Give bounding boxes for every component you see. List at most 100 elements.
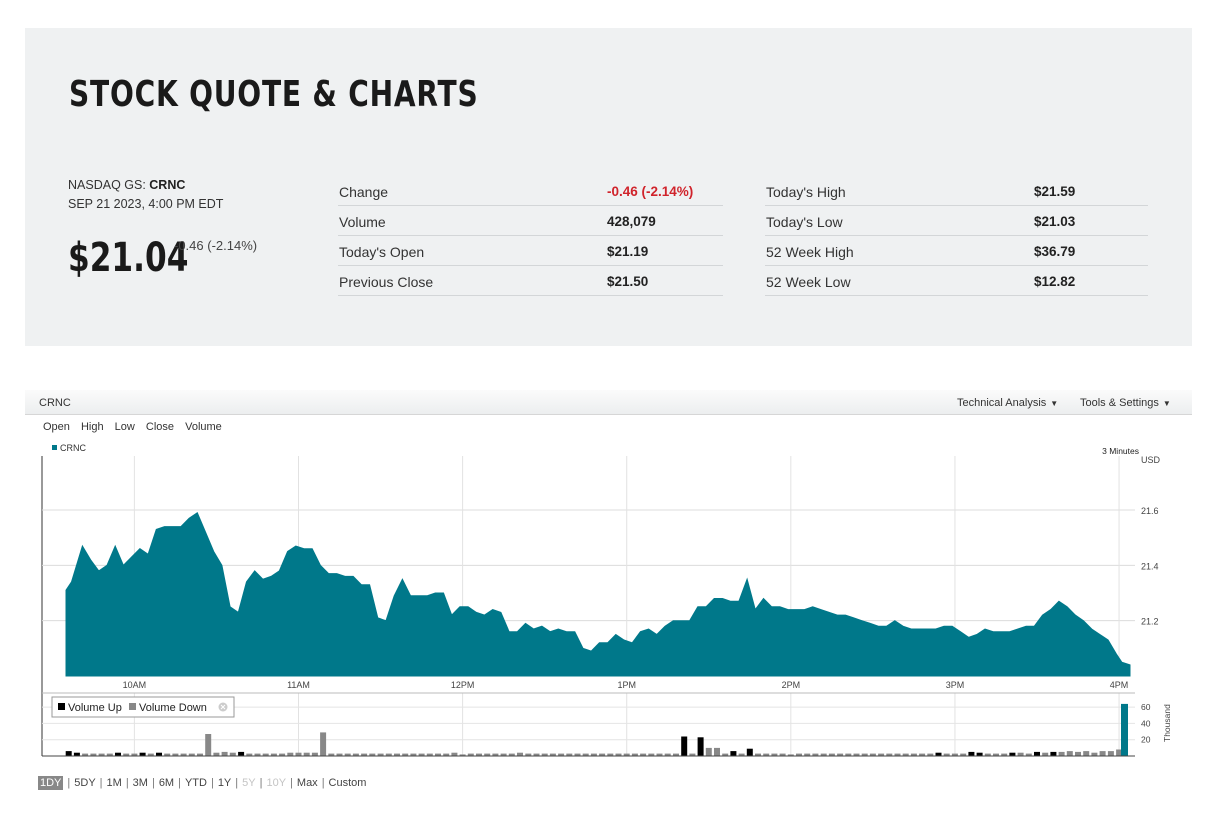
stat-value-52w-low: $12.82 [1034,274,1076,289]
exchange-symbol: NASDAQ GS: CRNC [68,178,185,192]
technical-analysis-menu[interactable]: Technical Analysis ▼ [957,397,1058,409]
volume-bar [402,753,409,756]
volume-bar [935,752,942,756]
range-max[interactable]: Max [296,777,318,789]
stat-value-prev-close: $21.50 [607,274,649,289]
chart-symbol: CRNC [39,397,71,409]
x-tick-label: 4PM [1110,680,1129,690]
volume-bar [344,753,351,756]
stats-table-right: Today's High $21.59 Today's Low $21.03 5… [765,176,1148,296]
tools-settings-menu[interactable]: Tools & Settings ▼ [1080,397,1171,409]
stat-value-low: $21.03 [1034,214,1076,229]
interval-label: 3 Minutes [1102,446,1139,456]
volume-bar [1017,752,1024,756]
volume-bar [205,734,212,756]
volume-bar [607,753,614,756]
stat-value-volume: 428,079 [607,214,656,229]
time-range-selector: 1DY | 5DY | 1M | 3M | 6M | YTD | 1Y | 5Y | 10Y | Max | Custo… [38,776,367,790]
volume-bar [270,753,277,756]
price-type-low[interactable]: Low [114,421,135,433]
volume-bar [492,753,499,756]
volume-bar [508,753,515,756]
last-price: $21.04 [68,235,189,281]
ticker-symbol: CRNC [149,178,186,192]
volume-bar [689,753,696,756]
price-type-close[interactable]: Close [145,421,175,433]
volume-bar [640,753,647,756]
volume-down-swatch [129,703,136,710]
stat-label: Today's Open [339,244,425,260]
volume-bar [582,753,589,756]
x-tick-label: 10AM [123,680,147,690]
stats-table-left: Change -0.46 (-2.14%) Volume 428,079 Tod… [338,176,723,296]
volume-bar [1121,703,1128,756]
stat-label: 52 Week Low [766,274,851,290]
volume-bar [648,753,655,756]
volume-bar [188,753,195,756]
stat-row: Change -0.46 (-2.14%) [338,176,723,206]
price-type-high[interactable]: High [80,421,104,433]
volume-bar [139,752,146,756]
volume-bar [1083,751,1090,756]
volume-bar [919,753,926,756]
volume-bar [763,753,770,756]
price-type-volume[interactable]: Volume [185,421,222,433]
volume-bar [131,753,138,756]
volume-bar [894,753,901,756]
stat-value-high: $21.59 [1034,184,1076,199]
volume-bar [869,753,876,756]
range-5dy[interactable]: 5DY [74,777,96,789]
y-tick-label: 21.2 [1141,617,1159,627]
volume-bar [164,753,171,756]
y-tick-label: 21.6 [1141,506,1159,516]
volume-bar [853,753,860,756]
volume-bar [352,753,359,756]
volume-bar [180,753,187,756]
stat-row: Previous Close $21.50 [338,266,723,296]
y-tick-label: 21.4 [1141,561,1159,571]
volume-bar [812,753,819,756]
volume-bar [820,753,827,756]
price-type-open[interactable]: Open [43,421,70,433]
volume-bar [533,753,540,756]
price-area-series [65,512,1131,677]
range-custom[interactable]: Custom [328,777,367,789]
volume-bar [631,753,638,756]
range-6m[interactable]: 6M [158,777,175,789]
volume-bar [90,753,97,756]
volume-bar [1099,751,1106,756]
volume-bar [1116,749,1123,756]
volume-bar [385,753,392,756]
volume-bar [738,753,745,756]
volume-bar [714,747,720,756]
range-ytd[interactable]: YTD [184,777,207,789]
volume-bar [697,737,704,756]
x-tick-label: 3PM [946,680,965,690]
series-legend-swatch [52,445,57,450]
volume-bar [943,753,950,756]
caret-down-icon: ▼ [1162,399,1171,408]
volume-tick-label: 20 [1141,735,1151,745]
volume-bar [1009,752,1016,756]
volume-bar [361,753,368,756]
range-1y[interactable]: 1Y [217,777,232,789]
volume-bar [484,753,491,756]
range-3m[interactable]: 3M [132,777,148,789]
volume-bar [1042,752,1049,756]
volume-bar [500,753,507,756]
range-separator: | [125,777,129,789]
volume-bar [804,753,811,756]
quote-timestamp: SEP 21 2023, 4:00 PM EDT [68,197,224,211]
range-1m[interactable]: 1M [106,777,122,789]
volume-bar [566,753,573,756]
range-1dy[interactable]: 1DY [38,776,64,790]
volume-bar [106,753,113,756]
volume-down-label: Volume Down [139,702,207,714]
volume-bar [951,753,958,756]
volume-bar [779,753,786,756]
volume-bar [1107,751,1114,756]
volume-bar [443,753,450,756]
volume-bar [1058,751,1065,756]
volume-bar [156,752,162,756]
